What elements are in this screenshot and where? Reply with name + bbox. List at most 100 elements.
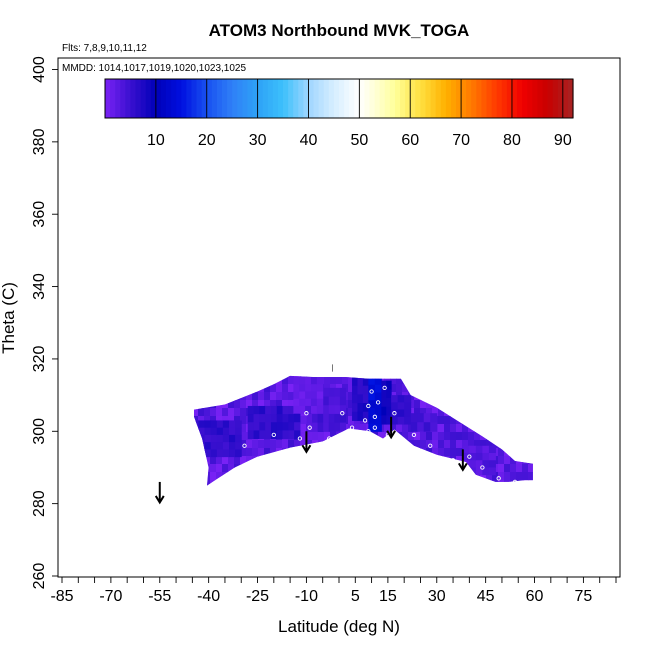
field-cell: [210, 464, 217, 473]
field-cell: [216, 472, 223, 481]
field-cell: [492, 472, 499, 481]
field-cell: [438, 448, 445, 457]
field-cell: [462, 432, 469, 441]
sample-marker: [480, 465, 485, 470]
field-cell: [234, 456, 241, 465]
field-patch-cell: [475, 445, 483, 454]
field-cell: [348, 384, 355, 393]
field-cell: [414, 400, 421, 409]
field-cell: [228, 400, 235, 409]
colorbar-segment: [186, 79, 193, 118]
field-patch-cell: [316, 398, 324, 407]
field-cell: [294, 440, 301, 449]
field-cell: [194, 416, 199, 425]
field-cell: [474, 440, 481, 449]
sample-marker: [467, 454, 472, 459]
field-cell: [246, 392, 253, 401]
field-patch-cell: [317, 413, 324, 424]
field-patch-cell: [306, 422, 313, 432]
sample-marker: [366, 403, 371, 409]
field-patch-cell: [259, 422, 266, 431]
field-cell: [216, 464, 223, 473]
field-cell: [204, 456, 211, 465]
colorbar-segment: [420, 79, 427, 118]
field-patch-cell: [222, 434, 230, 443]
x-tick-label: 60: [526, 588, 544, 605]
field-cell: [288, 392, 295, 401]
field-patch-cell: [294, 430, 301, 440]
field-cell: [444, 424, 451, 433]
field-cell: [498, 456, 505, 465]
field-cell: [228, 408, 235, 417]
field-cell: [420, 440, 427, 449]
field-cell: [282, 392, 289, 401]
field-patch-cell: [381, 380, 387, 390]
field-patch-cell: [328, 422, 335, 432]
field-cell: [402, 384, 409, 393]
x-tick-label: 15: [379, 588, 397, 605]
field-cell: [438, 424, 445, 433]
sample-marker: [382, 385, 387, 391]
field-cell: [504, 456, 511, 465]
field-patch-cell: [368, 408, 376, 417]
field-patch-cell: [288, 430, 295, 440]
field-patch-cell: [368, 392, 376, 401]
colorbar-segment: [181, 79, 187, 118]
field-cell: [522, 464, 529, 473]
field-patch-cell: [323, 413, 330, 424]
field-cell: [444, 448, 451, 457]
field-patch-cell: [253, 430, 260, 440]
field-patch-cell: [339, 396, 347, 406]
field-patch-cell: [391, 402, 399, 411]
field-patch-cell: [270, 430, 278, 440]
field-cell: [408, 400, 415, 409]
field-cell: [348, 408, 355, 417]
field-cell: [342, 376, 349, 385]
colorbar-segment: [537, 79, 544, 118]
field-patch-cell: [299, 391, 306, 400]
field-patch-cell: [352, 394, 358, 404]
field-patch-cell: [475, 452, 483, 461]
colorbar-segment: [171, 79, 177, 118]
field-patch-cell: [235, 427, 242, 436]
field-cell: [216, 416, 223, 425]
sample-marker: [372, 414, 377, 419]
x-tick-label: -25: [246, 588, 269, 605]
field-cell: [348, 376, 355, 385]
sample-marker: [450, 458, 456, 463]
field-patch-cell: [210, 442, 218, 450]
field-patch-cell: [288, 422, 295, 431]
field-patch-cell: [282, 405, 289, 415]
field-cell: [510, 472, 517, 481]
field-cell: [510, 464, 517, 473]
field-patch-cell: [235, 449, 242, 458]
field-cell: [474, 432, 481, 441]
x-tick-label: -55: [148, 588, 171, 605]
wind-arrows: [154, 416, 468, 505]
field-patch-cell: [316, 384, 324, 392]
field-patch-cell: [288, 414, 295, 423]
colorbar-segment: [120, 79, 126, 118]
field-patch-cell: [265, 430, 272, 440]
field-patch-cell: [352, 411, 358, 421]
colorbar-segment: [389, 79, 396, 118]
colorbar-segment: [135, 79, 142, 118]
colorbar-segment: [262, 79, 269, 118]
field-patch-cell: [323, 405, 330, 415]
arrow-head: [301, 444, 312, 454]
field-patch-cell: [235, 442, 242, 450]
colorbar-segment: [303, 79, 310, 118]
colorbar-segment: [374, 79, 381, 118]
colorbar-segment: [517, 79, 523, 118]
field-cell: [210, 472, 217, 481]
field-cell: [228, 456, 235, 465]
field-cell: [450, 416, 457, 425]
field-patch-cell: [397, 402, 405, 411]
colorbar-segment: [532, 79, 538, 118]
field-cell: [240, 432, 247, 441]
colorbar-tick-label: 20: [198, 132, 216, 149]
field-patch-cell: [229, 427, 236, 436]
field-cell: [360, 424, 367, 433]
colorbar-segment: [445, 79, 452, 118]
field-patch-cell: [328, 413, 335, 424]
